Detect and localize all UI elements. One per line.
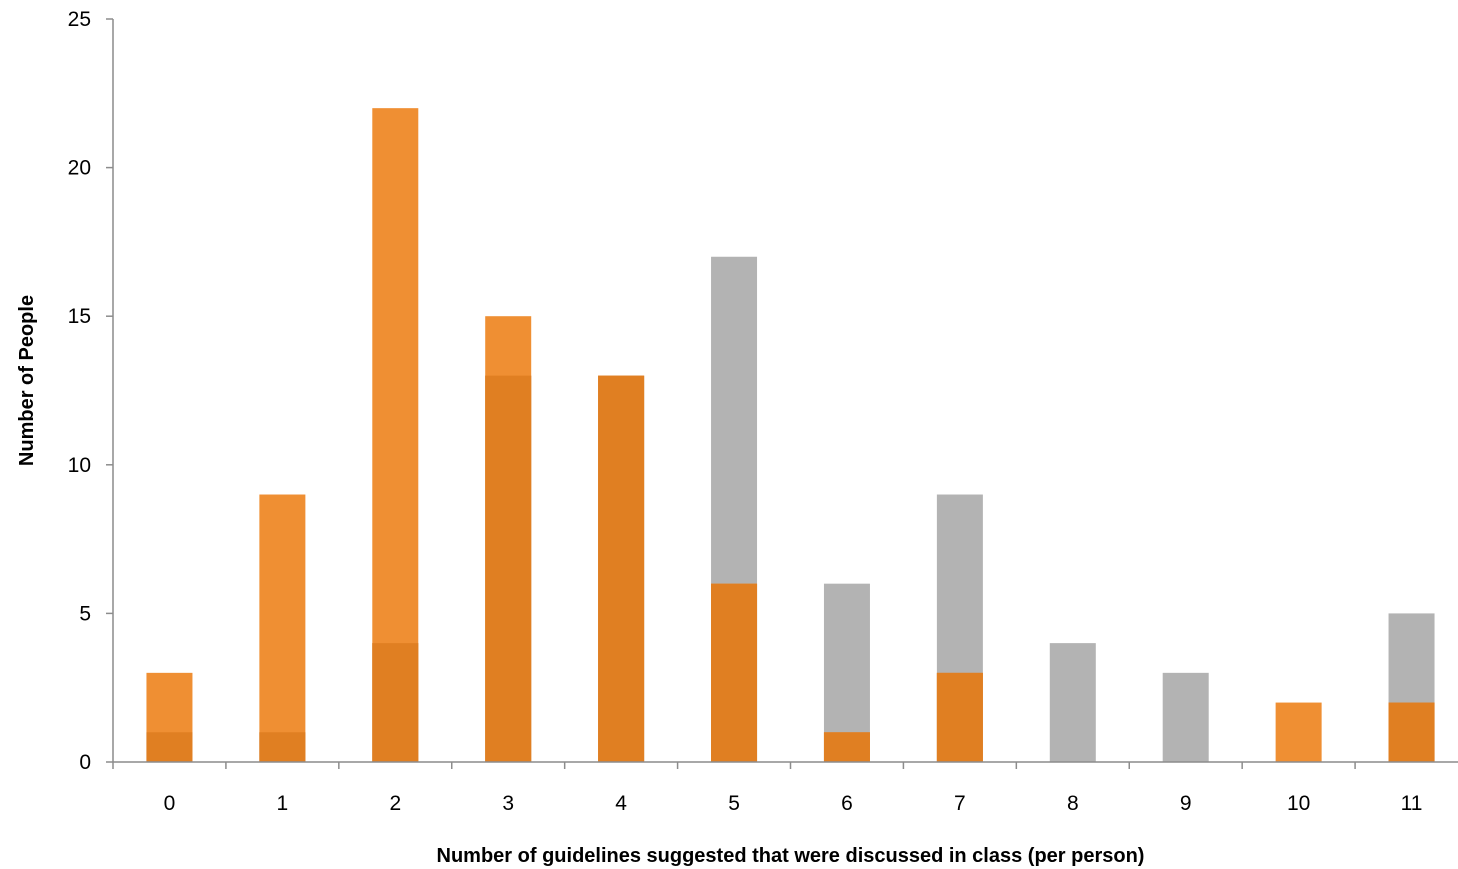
bar-overlap bbox=[146, 732, 193, 762]
x-tick-label: 8 bbox=[1067, 792, 1079, 815]
x-tick-label: 9 bbox=[1180, 792, 1192, 815]
x-tick-label: 5 bbox=[728, 792, 740, 815]
bar-series-1 bbox=[259, 494, 306, 762]
bar-overlap bbox=[823, 732, 870, 762]
x-tick-label: 3 bbox=[502, 792, 514, 815]
y-tick-label: 0 bbox=[79, 751, 91, 774]
y-tick-label: 25 bbox=[68, 8, 91, 31]
bar-overlap bbox=[259, 732, 306, 762]
y-tick-label: 20 bbox=[68, 157, 91, 180]
y-axis-ticks: 0 5 10 15 20 25 bbox=[68, 8, 113, 774]
x-tick-label: 11 bbox=[1401, 792, 1423, 815]
bars-layer bbox=[146, 108, 1435, 762]
x-tick-label: 6 bbox=[841, 792, 853, 815]
bar-overlap bbox=[485, 375, 532, 762]
x-axis-ticks: 0 1 2 3 4 5 6 7 8 9 10 11 bbox=[112, 762, 1423, 815]
bar-series-2 bbox=[1162, 672, 1209, 762]
x-axis-title: Number of guidelines suggested that were… bbox=[437, 845, 1145, 867]
bar-series-2 bbox=[1049, 643, 1096, 762]
bar-series-1 bbox=[1275, 702, 1322, 762]
x-tick-label: 7 bbox=[954, 792, 966, 815]
y-tick-label: 15 bbox=[68, 305, 91, 328]
bar-overlap bbox=[1388, 702, 1435, 762]
x-tick-label: 1 bbox=[277, 792, 289, 815]
x-tick-label: 2 bbox=[389, 792, 401, 815]
y-axis-title: Number of People bbox=[16, 295, 38, 466]
x-tick-label: 10 bbox=[1287, 792, 1310, 815]
x-tick-label: 4 bbox=[615, 792, 627, 815]
bar-overlap bbox=[372, 643, 419, 762]
y-tick-label: 5 bbox=[79, 602, 91, 625]
y-tick-label: 10 bbox=[68, 454, 91, 477]
bar-overlap bbox=[598, 375, 645, 762]
bar-overlap bbox=[711, 583, 758, 762]
bar-overlap bbox=[936, 672, 983, 762]
x-tick-label: 0 bbox=[164, 792, 176, 815]
